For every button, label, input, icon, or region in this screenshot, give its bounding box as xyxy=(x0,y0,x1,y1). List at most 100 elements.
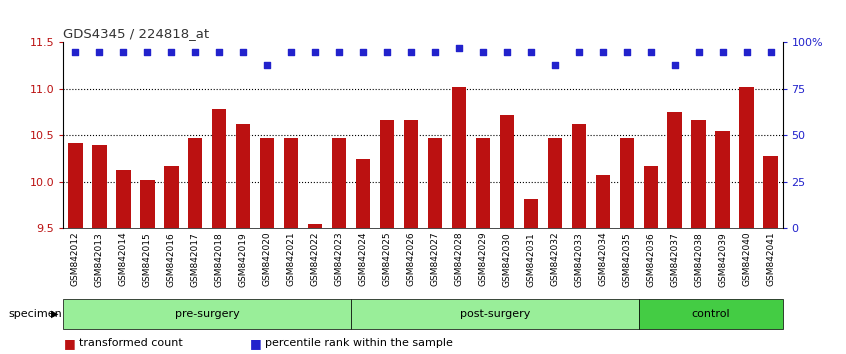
Bar xyxy=(188,138,202,228)
Point xyxy=(117,49,130,55)
Bar xyxy=(140,180,155,228)
Point xyxy=(164,49,178,55)
Text: GSM842021: GSM842021 xyxy=(287,232,295,286)
Bar xyxy=(404,120,418,228)
Text: GSM842032: GSM842032 xyxy=(551,232,559,286)
Text: GSM842033: GSM842033 xyxy=(574,232,583,287)
Point xyxy=(308,49,321,55)
Point xyxy=(620,49,634,55)
Bar xyxy=(452,87,466,228)
Point xyxy=(284,49,298,55)
Bar xyxy=(596,175,610,228)
Bar xyxy=(428,138,442,228)
Text: GSM842030: GSM842030 xyxy=(503,232,511,287)
Bar xyxy=(69,143,83,228)
Text: GSM842031: GSM842031 xyxy=(526,232,536,287)
Point xyxy=(739,49,753,55)
Text: GSM842037: GSM842037 xyxy=(670,232,679,287)
Text: percentile rank within the sample: percentile rank within the sample xyxy=(265,338,453,348)
Point xyxy=(404,49,418,55)
Text: GSM842022: GSM842022 xyxy=(310,232,320,286)
Bar xyxy=(351,299,639,329)
Point xyxy=(236,49,250,55)
Text: GSM842023: GSM842023 xyxy=(335,232,343,286)
Bar xyxy=(639,299,783,329)
Point xyxy=(572,49,585,55)
Point xyxy=(140,49,154,55)
Bar xyxy=(644,166,658,228)
Text: pre-surgery: pre-surgery xyxy=(175,309,239,319)
Text: GSM842028: GSM842028 xyxy=(454,232,464,286)
Bar xyxy=(475,138,490,228)
Bar xyxy=(356,159,371,228)
Text: GSM842019: GSM842019 xyxy=(239,232,248,287)
Text: GSM842040: GSM842040 xyxy=(742,232,751,286)
Text: GSM842034: GSM842034 xyxy=(598,232,607,286)
Point xyxy=(356,49,370,55)
Text: GSM842020: GSM842020 xyxy=(263,232,272,286)
Bar xyxy=(763,156,777,228)
Bar xyxy=(63,299,351,329)
Bar xyxy=(116,170,130,228)
Point xyxy=(189,49,202,55)
Bar xyxy=(619,138,634,228)
Text: ■: ■ xyxy=(250,337,261,350)
Text: GSM842017: GSM842017 xyxy=(191,232,200,287)
Point xyxy=(644,49,657,55)
Bar xyxy=(524,199,538,228)
Text: GSM842018: GSM842018 xyxy=(215,232,223,287)
Bar xyxy=(284,138,299,228)
Bar xyxy=(380,120,394,228)
Bar xyxy=(547,138,562,228)
Point xyxy=(69,49,82,55)
Bar xyxy=(739,87,754,228)
Text: GSM842024: GSM842024 xyxy=(359,232,367,286)
Point xyxy=(452,45,465,51)
Point xyxy=(692,49,706,55)
Text: GSM842013: GSM842013 xyxy=(95,232,104,287)
Point xyxy=(596,49,609,55)
Bar xyxy=(308,224,322,228)
Text: GSM842029: GSM842029 xyxy=(479,232,487,286)
Point xyxy=(524,49,537,55)
Text: GSM842012: GSM842012 xyxy=(71,232,80,286)
Point xyxy=(212,49,226,55)
Bar xyxy=(572,124,586,228)
Bar xyxy=(691,120,706,228)
Text: GSM842015: GSM842015 xyxy=(143,232,151,287)
Point xyxy=(667,62,681,68)
Text: GSM842036: GSM842036 xyxy=(646,232,655,287)
Text: control: control xyxy=(691,309,730,319)
Bar xyxy=(667,112,682,228)
Text: GSM842041: GSM842041 xyxy=(766,232,775,286)
Text: ▶: ▶ xyxy=(51,309,58,319)
Bar xyxy=(716,131,730,228)
Bar xyxy=(260,138,274,228)
Bar xyxy=(92,145,107,228)
Text: GSM842038: GSM842038 xyxy=(695,232,703,287)
Point xyxy=(332,49,346,55)
Text: post-surgery: post-surgery xyxy=(459,309,530,319)
Point xyxy=(764,49,777,55)
Point xyxy=(261,62,274,68)
Point xyxy=(476,49,490,55)
Point xyxy=(92,49,106,55)
Text: transformed count: transformed count xyxy=(79,338,183,348)
Bar xyxy=(332,138,346,228)
Text: GSM842026: GSM842026 xyxy=(407,232,415,286)
Text: GSM842025: GSM842025 xyxy=(382,232,392,286)
Bar xyxy=(500,115,514,228)
Text: GDS4345 / 224818_at: GDS4345 / 224818_at xyxy=(63,27,210,40)
Text: GSM842027: GSM842027 xyxy=(431,232,439,286)
Point xyxy=(380,49,393,55)
Bar xyxy=(212,109,227,228)
Text: ■: ■ xyxy=(63,337,75,350)
Point xyxy=(428,49,442,55)
Point xyxy=(548,62,562,68)
Text: GSM842035: GSM842035 xyxy=(623,232,631,287)
Text: specimen: specimen xyxy=(8,309,63,319)
Text: GSM842016: GSM842016 xyxy=(167,232,176,287)
Point xyxy=(716,49,729,55)
Text: GSM842039: GSM842039 xyxy=(718,232,727,287)
Point xyxy=(500,49,514,55)
